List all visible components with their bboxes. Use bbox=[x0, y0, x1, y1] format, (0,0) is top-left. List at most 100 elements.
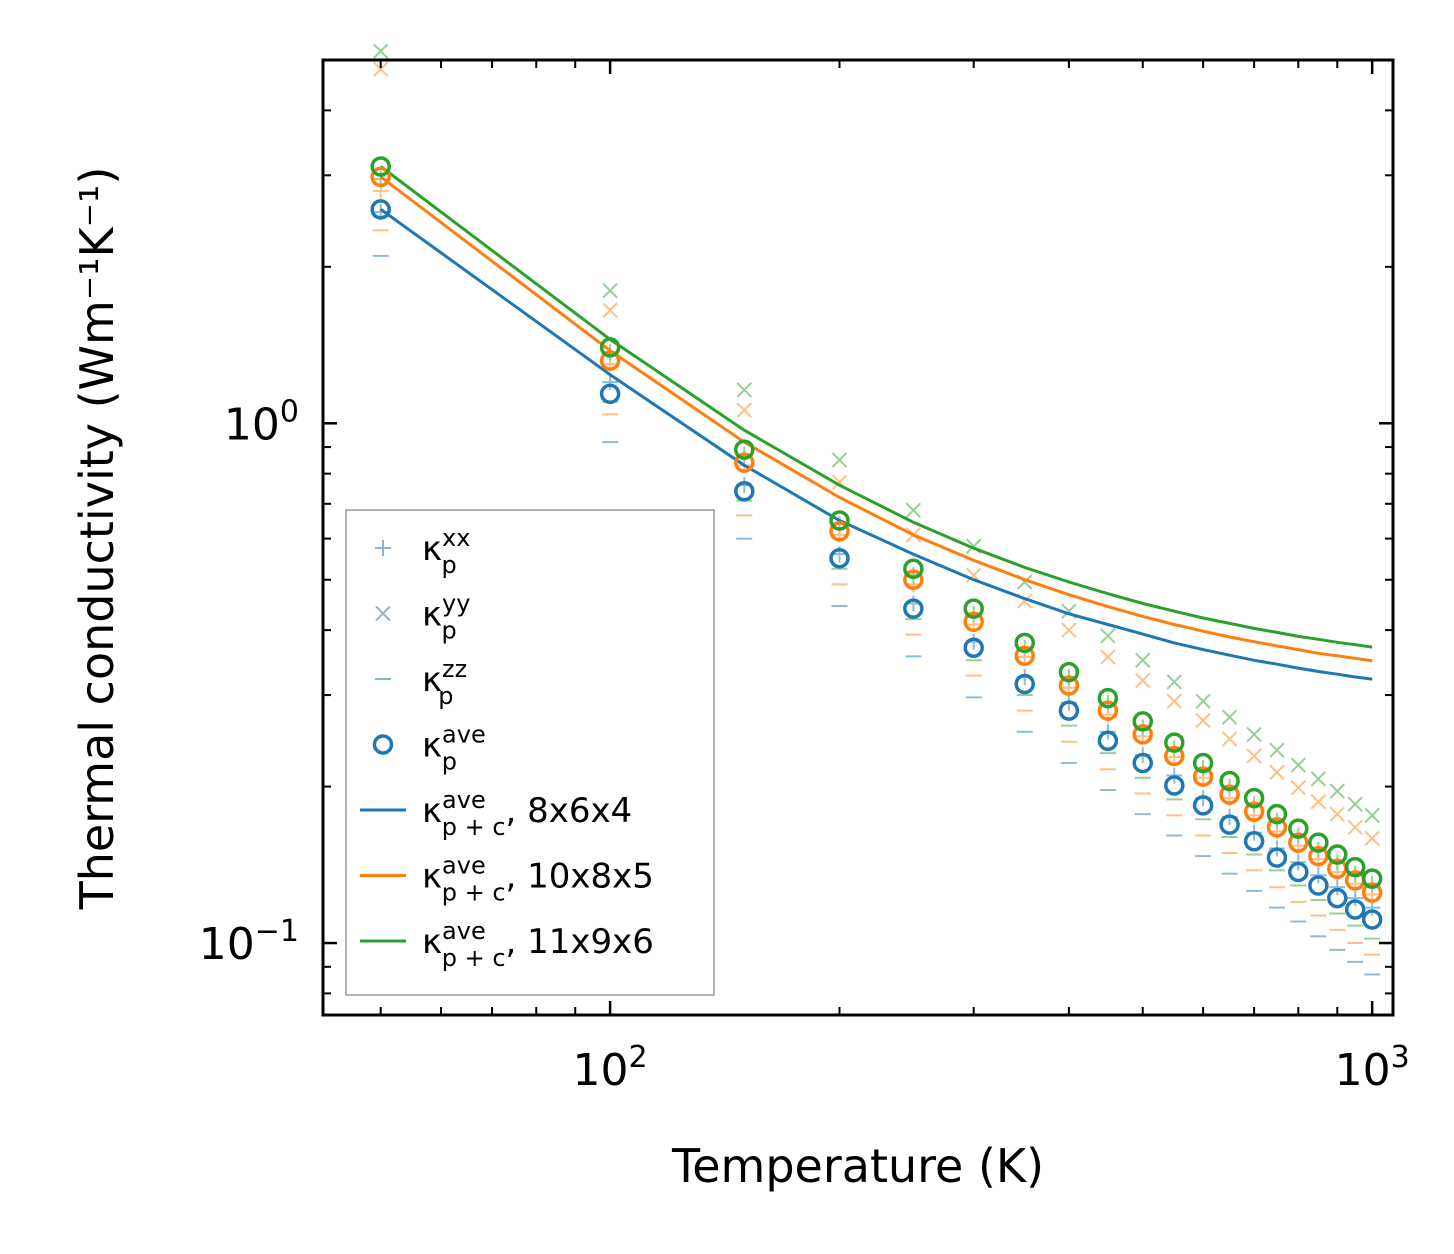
legend-label: κave p + c, 8x6x4 bbox=[422, 786, 632, 841]
data-point-circle bbox=[1164, 775, 1185, 796]
data-point-x bbox=[1135, 652, 1151, 668]
marker-x-b bbox=[372, 61, 389, 77]
data-point-x bbox=[1310, 771, 1327, 787]
marker-x-b bbox=[1061, 603, 1077, 619]
data-point-circle bbox=[599, 383, 621, 404]
series-kave-10x8x5 bbox=[370, 166, 1383, 903]
data-point-x bbox=[1246, 748, 1262, 764]
data-point-circle bbox=[1219, 784, 1240, 805]
legend-symbol: κ bbox=[422, 791, 442, 831]
y-tick-exponent: −1 bbox=[255, 914, 299, 949]
legend-superscript: ave bbox=[442, 917, 486, 945]
legend-suffix: , 11x9x6 bbox=[506, 922, 654, 962]
legend-symbol: κ bbox=[422, 726, 442, 766]
marker-x-b bbox=[1195, 712, 1211, 729]
data-point-circle bbox=[829, 547, 850, 569]
data-point-x bbox=[1347, 819, 1363, 835]
data-point-circle bbox=[1132, 752, 1154, 774]
marker-x-b bbox=[1221, 709, 1238, 725]
series-kave-11x9x6 bbox=[370, 156, 1383, 889]
data-point-x bbox=[1290, 779, 1307, 796]
data-point-circle bbox=[1243, 801, 1265, 822]
legend-subscript: p bbox=[441, 551, 456, 579]
data-point-circle bbox=[1192, 795, 1214, 816]
legend-marker-circle bbox=[372, 734, 394, 755]
legend-symbol: κ bbox=[422, 595, 442, 635]
data-point-circle bbox=[1243, 787, 1265, 809]
legend-label: κxx p bbox=[422, 524, 470, 579]
data-point-x bbox=[1269, 764, 1285, 781]
data-point-x bbox=[1195, 693, 1211, 709]
data-point-plus bbox=[602, 374, 619, 391]
series-line bbox=[379, 175, 1373, 663]
data-point-circle bbox=[1014, 632, 1035, 654]
data-point-circle bbox=[963, 598, 984, 619]
data-point-x bbox=[1310, 794, 1327, 810]
data-point-circle bbox=[1344, 899, 1366, 920]
data-point-circle bbox=[1308, 845, 1329, 867]
marker-x-b bbox=[1329, 806, 1345, 822]
data-point-plus bbox=[1329, 879, 1346, 896]
data-point-x bbox=[602, 282, 618, 299]
data-point-circle bbox=[1219, 770, 1240, 792]
x-tick-label: 102 bbox=[573, 1040, 648, 1096]
marker-x-b bbox=[1329, 783, 1345, 799]
data-point-circle bbox=[1288, 861, 1309, 883]
marker-x-b bbox=[1135, 672, 1151, 689]
data-point-x bbox=[1221, 731, 1238, 747]
legend-entry: κzz p bbox=[375, 655, 467, 710]
legend-subscript: p + c bbox=[442, 879, 506, 907]
series-kzz-10x8x5 bbox=[372, 229, 1381, 956]
data-point-x bbox=[831, 452, 848, 468]
legend-symbol: κ bbox=[422, 529, 442, 569]
data-point-circle bbox=[734, 481, 755, 502]
marker-x-b bbox=[1246, 748, 1262, 764]
data-point-circle bbox=[1361, 868, 1383, 889]
marker-x-b bbox=[831, 474, 848, 490]
legend-label: κzz p bbox=[422, 655, 467, 710]
plot-frame bbox=[321, 58, 1395, 1017]
marker-x-b bbox=[1221, 731, 1238, 747]
data-point-circle bbox=[1243, 830, 1265, 852]
data-point-plus bbox=[1310, 867, 1327, 884]
data-point-x bbox=[602, 302, 618, 318]
marker-x-b bbox=[1290, 757, 1307, 773]
data-point-circle bbox=[1058, 700, 1080, 721]
data-point-x bbox=[736, 402, 753, 418]
data-point-x bbox=[1329, 783, 1345, 799]
y-tick-base: 10 bbox=[224, 399, 280, 450]
marker-x-b bbox=[1364, 830, 1380, 847]
marker-x-b bbox=[965, 567, 982, 583]
legend-suffix: , 10x8x5 bbox=[506, 857, 654, 897]
marker-x-b bbox=[1100, 628, 1116, 644]
marker-x-b bbox=[1017, 574, 1033, 590]
legend-superscript: yy bbox=[442, 590, 470, 618]
series-kave-8x6x4 bbox=[370, 199, 1383, 930]
marker-x-b bbox=[736, 382, 753, 398]
legend-superscript: zz bbox=[442, 655, 467, 683]
y-axis-label: Thermal conductivity (Wm⁻¹K⁻¹) bbox=[70, 167, 124, 911]
legend-entry: κyy p bbox=[375, 590, 470, 645]
data-point-circle bbox=[370, 199, 391, 220]
data-point-circle bbox=[1014, 645, 1035, 667]
legend-symbol: κ bbox=[422, 922, 442, 962]
legend-entry: κave p bbox=[372, 721, 486, 776]
legend-marker-plus bbox=[375, 540, 391, 556]
marker-x-b bbox=[602, 302, 618, 318]
plot-marks bbox=[370, 43, 1383, 976]
marker-x-b bbox=[1364, 807, 1380, 824]
data-point-circle bbox=[1327, 844, 1348, 865]
marker-x-b bbox=[965, 538, 982, 554]
data-point-circle bbox=[1097, 687, 1119, 709]
data-point-circle bbox=[1308, 832, 1329, 853]
data-point-circle bbox=[1219, 814, 1240, 835]
marker-x-b bbox=[375, 605, 391, 622]
marker-x-b bbox=[1269, 764, 1285, 781]
series-kp-c-8x6x4 bbox=[379, 208, 1373, 681]
data-point-x bbox=[905, 502, 922, 519]
x-tick-label: 103 bbox=[1335, 1040, 1410, 1096]
x-tick-exponent: 2 bbox=[629, 1040, 648, 1075]
marker-x-b bbox=[905, 502, 922, 519]
